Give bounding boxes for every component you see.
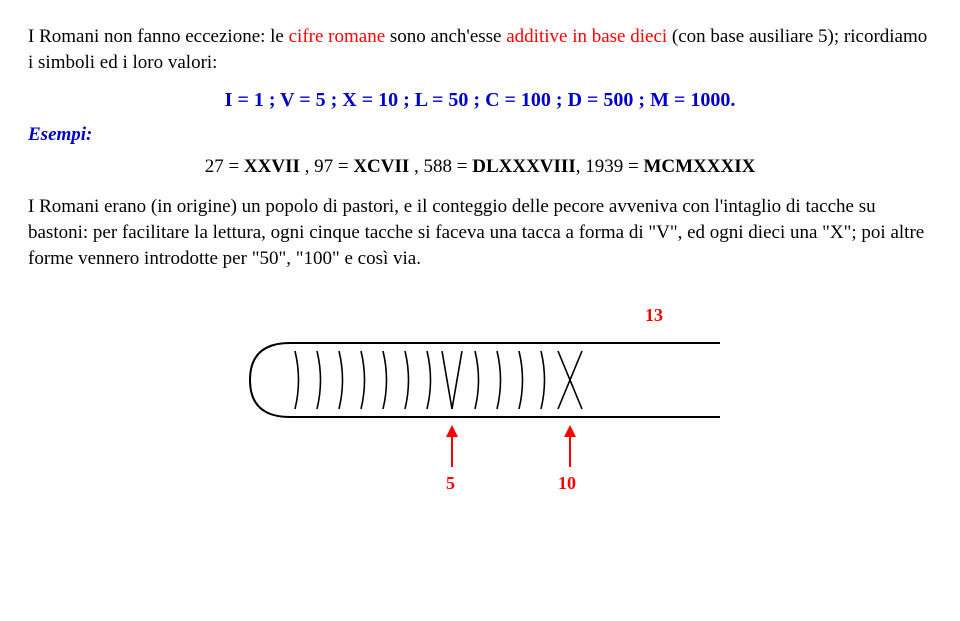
intro-text-1: I Romani non fanno eccezione: le [28, 26, 289, 47]
examples-text: 27 = XXVII , 97 = XCVII , 588 = DLXXXVII… [205, 156, 756, 177]
tally-bone-figure: 13 5 10 [28, 285, 932, 500]
examples-label: Esempi: [28, 124, 932, 146]
svg-text:10: 10 [558, 473, 576, 493]
examples-line: 27 = XXVII , 97 = XCVII , 588 = DLXXXVII… [28, 156, 932, 178]
intro-text-2: sono anch'esse [385, 26, 506, 47]
svg-text:13: 13 [645, 305, 663, 325]
svg-text:5: 5 [446, 473, 455, 493]
intro-highlight-1: cifre romane [289, 26, 386, 47]
bone-diagram-svg: 13 5 10 [230, 285, 730, 495]
roman-values-formula: I = 1 ; V = 5 ; X = 10 ; L = 50 ; C = 10… [28, 89, 932, 112]
body-paragraph-2: I Romani erano (in origine) un popolo di… [28, 194, 932, 271]
intro-highlight-2: additive in base dieci [506, 26, 667, 47]
intro-paragraph: I Romani non fanno eccezione: le cifre r… [28, 24, 932, 75]
